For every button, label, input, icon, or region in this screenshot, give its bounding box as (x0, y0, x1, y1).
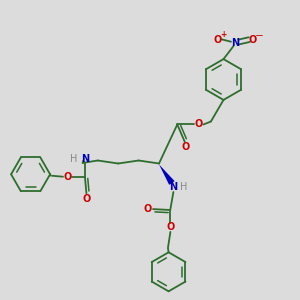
Text: O: O (166, 222, 175, 233)
Text: O: O (249, 35, 257, 45)
Text: O: O (182, 142, 190, 152)
Polygon shape (159, 164, 175, 185)
Text: O: O (63, 172, 72, 182)
Text: H: H (180, 182, 188, 193)
Text: +: + (220, 30, 226, 39)
Text: −: − (255, 31, 264, 41)
Text: O: O (82, 194, 91, 204)
Text: N: N (231, 38, 239, 48)
Text: O: O (213, 35, 222, 45)
Text: O: O (195, 119, 203, 130)
Text: N: N (81, 154, 89, 164)
Text: H: H (70, 154, 77, 164)
Text: N: N (169, 182, 178, 193)
Text: O: O (144, 204, 152, 214)
